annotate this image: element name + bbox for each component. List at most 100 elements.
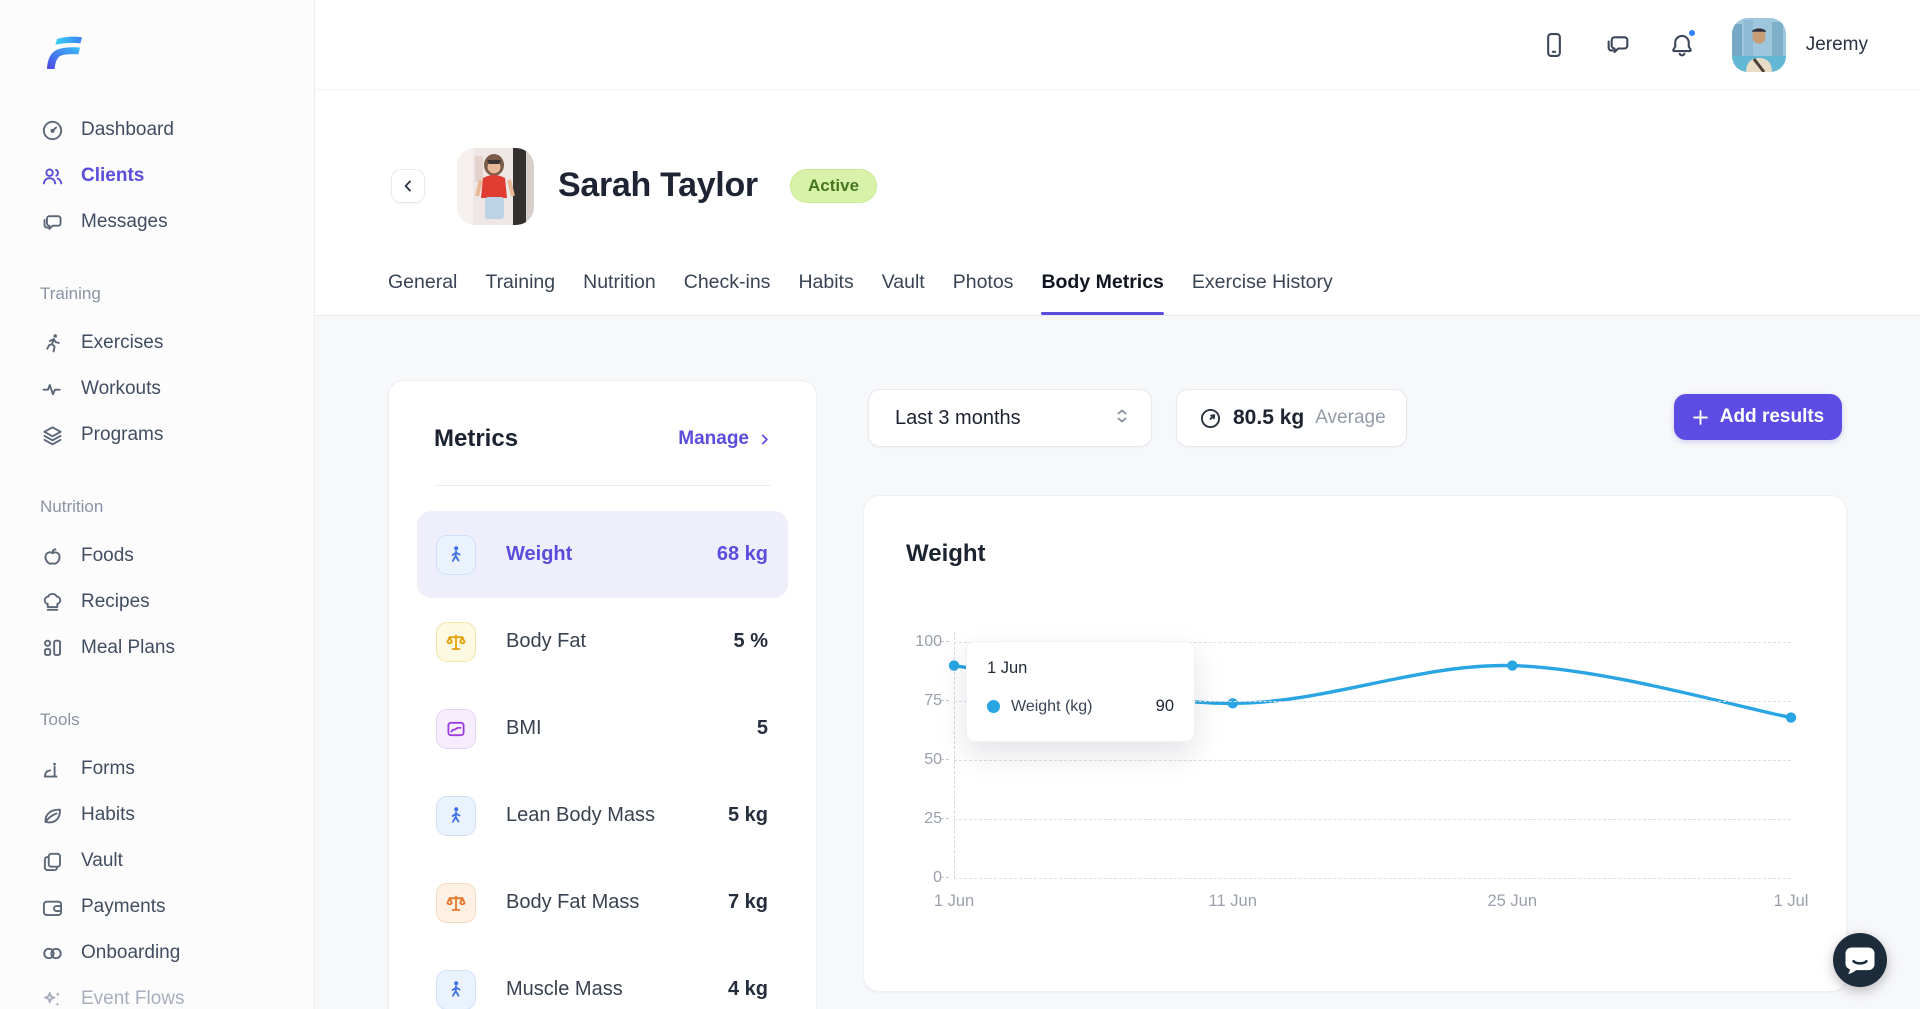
sidebar-item-messages[interactable]: Messages bbox=[0, 199, 314, 245]
weight-chart-card: Weight 100 75 50 25 0 1 Jun Weight (kg) 90 1… bbox=[863, 495, 1847, 992]
sidebar-item-label: Event Flows bbox=[81, 988, 185, 1009]
client-avatar bbox=[457, 148, 534, 225]
sidebar-item-dashboard[interactable]: Dashboard bbox=[0, 107, 314, 153]
sidebar-item-recipes[interactable]: Recipes bbox=[0, 579, 314, 625]
chart-card-icon bbox=[436, 708, 476, 749]
sidebar-item-label: Forms bbox=[81, 758, 135, 779]
sidebar-item-label: Recipes bbox=[81, 591, 150, 612]
tooltip-date: 1 Jun bbox=[987, 659, 1028, 677]
sidebar-item-foods[interactable]: Foods bbox=[0, 533, 314, 579]
y-tick-label: 0 bbox=[933, 869, 942, 886]
scale-icon bbox=[436, 882, 476, 923]
sidebar-item-clients[interactable]: Clients bbox=[0, 153, 314, 199]
mobile-device-icon[interactable] bbox=[1540, 31, 1568, 59]
chef-hat-icon bbox=[40, 590, 64, 614]
tab-vault[interactable]: Vault bbox=[881, 271, 925, 293]
y-tick-label: 25 bbox=[924, 810, 942, 827]
messages-icon[interactable] bbox=[1604, 31, 1632, 59]
data-point[interactable] bbox=[1507, 660, 1518, 671]
users-icon bbox=[40, 164, 64, 188]
gridline bbox=[941, 641, 1791, 643]
layers-icon bbox=[40, 423, 64, 447]
poll-icon bbox=[40, 757, 64, 781]
walker-icon bbox=[436, 969, 476, 1009]
bell-icon[interactable] bbox=[1668, 28, 1697, 59]
sidebar-item-exercises[interactable]: Exercises bbox=[0, 320, 314, 366]
manage-metrics-link[interactable]: Manage bbox=[678, 428, 771, 450]
tooltip-value: 90 bbox=[1155, 697, 1174, 715]
chart-tooltip: 1 Jun Weight (kg) 90 bbox=[966, 641, 1195, 742]
weight-plot: 1 Jun Weight (kg) 90 bbox=[941, 632, 1797, 879]
gauge-icon bbox=[1199, 407, 1222, 430]
select-chevrons-icon bbox=[1115, 406, 1129, 431]
x-tick-label: 1 Jun bbox=[933, 892, 975, 910]
sidebar-item-label: Payments bbox=[81, 896, 166, 917]
chevron-right-icon bbox=[761, 434, 768, 444]
sidebar-item-event-flows[interactable]: Event Flows bbox=[0, 976, 314, 1009]
data-point[interactable] bbox=[948, 660, 960, 671]
apple-icon bbox=[40, 544, 64, 568]
meal-grid-icon bbox=[40, 636, 64, 660]
x-tick-label: 11 Jun bbox=[1208, 892, 1257, 910]
tab-photos[interactable]: Photos bbox=[952, 271, 1014, 293]
divider bbox=[434, 485, 771, 486]
metric-row-lean-body-mass[interactable]: Lean Body Mass 5 kg bbox=[417, 772, 788, 859]
sidebar-item-meal-plans[interactable]: Meal Plans bbox=[0, 625, 314, 671]
wallet-icon bbox=[40, 895, 64, 919]
rings-icon bbox=[40, 941, 64, 965]
data-point[interactable] bbox=[1227, 698, 1238, 709]
copy-icon bbox=[40, 849, 64, 873]
tab-general[interactable]: General bbox=[388, 271, 458, 293]
pulse-icon bbox=[40, 377, 64, 401]
status-badge: Active bbox=[790, 169, 878, 203]
sidebar-item-onboarding[interactable]: Onboarding bbox=[0, 930, 314, 976]
notification-dot bbox=[1686, 28, 1697, 38]
x-tick-label: 25 Jun bbox=[1487, 892, 1538, 910]
chat-bubble-icon bbox=[40, 210, 64, 234]
sidebar-item-habits[interactable]: Habits bbox=[0, 792, 314, 838]
y-tick-label: 50 bbox=[924, 751, 942, 768]
tab-training[interactable]: Training bbox=[485, 271, 556, 293]
sidebar-item-label: Meal Plans bbox=[81, 637, 175, 658]
tab-exercise-history[interactable]: Exercise History bbox=[1191, 271, 1333, 293]
sidebar-item-label: Exercises bbox=[81, 332, 164, 353]
chat-launcher-button[interactable] bbox=[1833, 933, 1887, 987]
chat-launcher-icon bbox=[1845, 947, 1875, 975]
data-point[interactable] bbox=[1785, 712, 1797, 723]
average-value: 80.5 kg bbox=[1233, 406, 1305, 429]
series-dot-icon bbox=[987, 700, 1000, 713]
client-header: Sarah Taylor Active General Training Nut… bbox=[315, 90, 1920, 316]
metric-row-bmi[interactable]: BMI 5 bbox=[417, 685, 788, 772]
scale-icon bbox=[436, 621, 476, 662]
add-results-button[interactable]: Add results bbox=[1674, 394, 1842, 440]
client-name: Sarah Taylor bbox=[558, 166, 758, 204]
sidebar-item-programs[interactable]: Programs bbox=[0, 412, 314, 458]
brand-f-icon bbox=[47, 36, 82, 69]
gridline bbox=[941, 759, 1791, 761]
back-button[interactable] bbox=[391, 169, 425, 203]
sidebar-item-vault[interactable]: Vault bbox=[0, 838, 314, 884]
user-menu[interactable]: Jeremy bbox=[1731, 18, 1868, 72]
metric-row-body-fat[interactable]: Body Fat 5 % bbox=[417, 598, 788, 685]
app-logo[interactable] bbox=[40, 32, 86, 72]
metrics-title: Metrics bbox=[434, 425, 519, 452]
tab-check-ins[interactable]: Check-ins bbox=[683, 271, 771, 293]
metric-row-body-fat-mass[interactable]: Body Fat Mass 7 kg bbox=[417, 859, 788, 946]
tooltip-series: Weight (kg) bbox=[1011, 697, 1093, 715]
sidebar-item-payments[interactable]: Payments bbox=[0, 884, 314, 930]
tab-nutrition[interactable]: Nutrition bbox=[583, 271, 656, 293]
tab-habits[interactable]: Habits bbox=[798, 271, 854, 293]
weight-chart: 100 75 50 25 0 1 Jun Weight (kg) 90 1 Jun 11 … bbox=[864, 632, 1846, 956]
sidebar-item-label: Workouts bbox=[81, 378, 161, 399]
sidebar-item-forms[interactable]: Forms bbox=[0, 746, 314, 792]
sidebar-section-training: Training bbox=[40, 284, 101, 303]
sidebar-item-workouts[interactable]: Workouts bbox=[0, 366, 314, 412]
tab-body-metrics[interactable]: Body Metrics bbox=[1041, 271, 1165, 315]
metric-row-weight[interactable]: Weight 68 kg bbox=[417, 511, 788, 598]
sparkles-icon bbox=[40, 987, 64, 1009]
date-range-select[interactable]: Last 3 months bbox=[868, 389, 1152, 447]
sidebar-nav: Dashboard Clients Messages Training Exer… bbox=[0, 107, 314, 1009]
sidebar-item-label: Dashboard bbox=[81, 119, 174, 140]
sidebar-section-tools: Tools bbox=[40, 710, 80, 729]
metric-row-muscle-mass[interactable]: Muscle Mass 4 kg bbox=[417, 946, 788, 1009]
